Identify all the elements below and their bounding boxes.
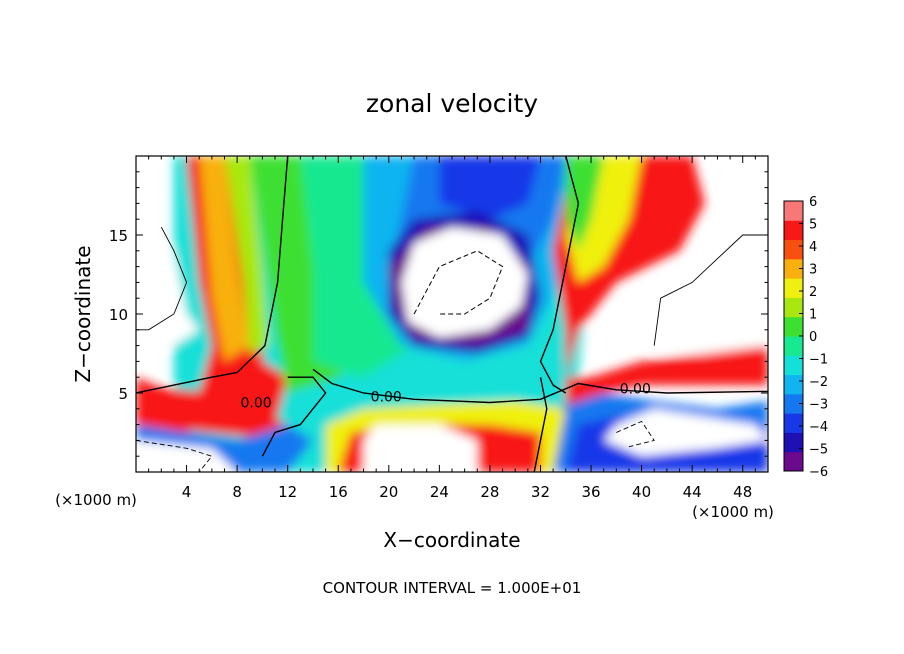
y-tick-label: 5 [118,385,128,403]
x-axis-label: X−coordinate [383,528,520,552]
contour-interval-note: CONTOUR INTERVAL = 1.000E+01 [323,579,582,597]
colorbar-swatch [784,393,803,414]
x-tick-label: 4 [182,483,192,501]
x-tick-label: 16 [329,483,348,501]
x-tick-label: 12 [278,483,297,501]
colorbar-swatch [784,278,803,298]
x-unit-left: (×1000 m) [55,491,137,509]
y-tick-label: 15 [109,227,128,245]
contour-label: 0.00 [240,396,271,412]
contour-line [533,377,548,472]
contour-line [136,156,289,394]
y-tick-label: 10 [109,306,128,324]
colorbar-swatch [784,374,803,395]
x-axis-ticks: 4 8 12 16 20 24 28 32 36 40 44 48 [148,156,756,501]
colorbar-tick-label: −2 [809,375,828,390]
contour-line [413,250,504,315]
colorbar-tick-label: −5 [809,443,828,458]
contour-label: 0.00 [371,389,402,405]
colorbar-tick-label: 6 [809,195,817,210]
contour-line [136,439,213,472]
contour-label: 0.00 [620,381,651,397]
contour-line [136,226,188,331]
colorbar-swatch [784,258,803,279]
x-tick-label: 48 [733,483,752,501]
field-region-blank [136,235,200,346]
colorbar-tick-label: −3 [809,398,828,413]
colorbar-swatch [784,297,803,318]
field-region [199,156,250,362]
contour-line [539,156,580,394]
field-region [224,156,269,354]
contour-line [261,376,327,457]
y-axis-label: Z−coordinate [71,245,95,382]
colorbar-tick-label: 5 [809,218,817,233]
colorbar-tick-label: 3 [809,263,817,278]
field-region-blank [401,227,528,338]
x-unit-right: (×1000 m) [692,503,774,521]
colorbar-swatch [784,336,803,356]
y-axis-ticks: 5 10 15 [109,171,768,457]
colorbar-swatch [784,451,803,472]
x-tick-label: 44 [683,483,702,501]
colorbar-tick-label: 2 [809,285,817,300]
contour-line [653,234,768,346]
colorbar-swatch [784,201,803,221]
contour-lines [136,156,768,472]
field-region-blank [603,408,768,457]
colorbar-tick-label: −4 [809,420,828,435]
colorbar: 6 5 4 3 2 1 0 −1 −2 −3 −4 −5 −6 [783,195,828,480]
velocity-field [136,156,768,472]
colorbar-swatch [784,239,803,260]
plot-area [136,156,768,472]
colorbar-tick-label: −1 [809,353,828,368]
field-region-blank [363,424,478,472]
colorbar-tick-label: 4 [809,240,817,255]
x-tick-label: 24 [430,483,449,501]
x-tick-label: 32 [531,483,550,501]
field-region-blank [641,250,768,354]
field-region [439,156,541,220]
chart-title: zonal velocity [366,89,538,118]
field-region [565,156,604,251]
colorbar-swatch [784,316,803,337]
x-tick-label: 28 [480,483,499,501]
colorbar-tick-label: −6 [809,465,828,480]
field-region-blank [136,440,238,472]
colorbar-swatch [784,432,803,453]
colorbar-swatch [784,355,803,376]
x-tick-label: 40 [632,483,651,501]
contour-line [312,368,768,404]
contour-labels: 0.00 0.00 0.00 [240,381,651,412]
colorbar-swatch [784,413,803,433]
x-tick-label: 36 [581,483,600,501]
field-region [136,385,288,441]
colorbar-tick-label: 0 [809,330,817,345]
colorbar-swatch [784,220,803,241]
colorbar-tick-label: 1 [809,308,817,323]
x-tick-label: 8 [232,483,242,501]
x-tick-label: 20 [379,483,398,501]
